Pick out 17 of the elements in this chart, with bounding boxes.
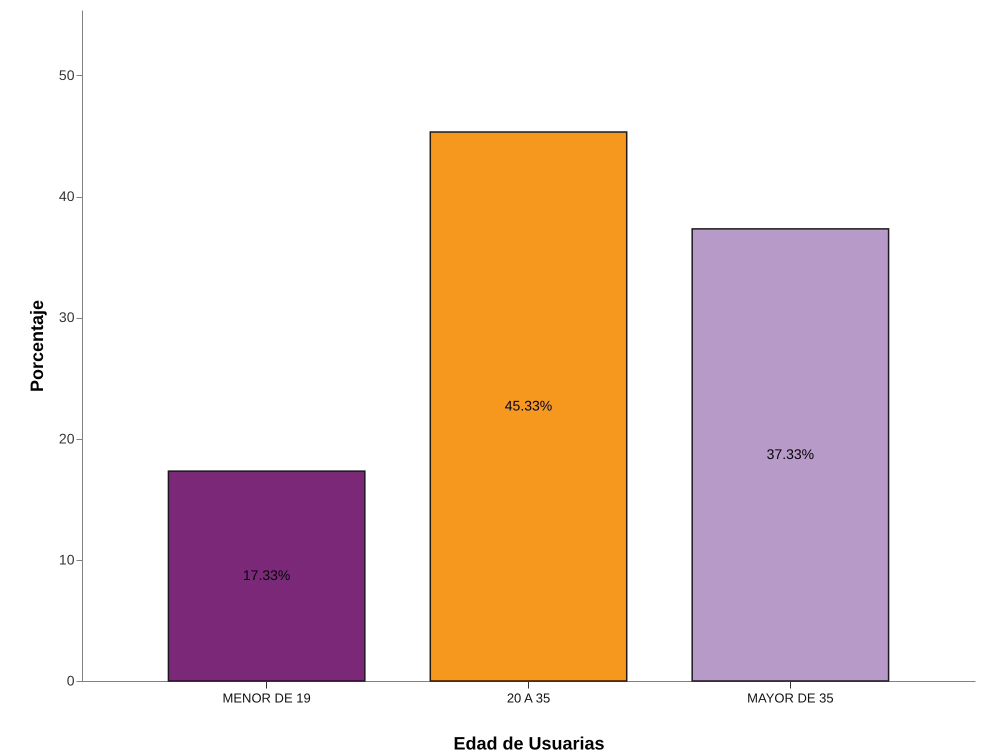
bar bbox=[430, 131, 628, 682]
y-tick-label: 0 bbox=[66, 672, 75, 688]
data-label: 17.33% bbox=[242, 567, 290, 584]
bar bbox=[691, 228, 890, 682]
x-tick-label: MAYOR DE 35 bbox=[747, 690, 834, 706]
y-tick-label: 40 bbox=[58, 188, 75, 204]
bar bbox=[168, 470, 366, 682]
x-tick-label: 20 A 35 bbox=[506, 690, 550, 706]
y-tick-label: 30 bbox=[58, 309, 75, 326]
x-tick-label: MENOR DE 19 bbox=[222, 690, 311, 706]
y-axis-title: Porcentaje bbox=[26, 300, 47, 392]
y-tick-label: 20 bbox=[58, 430, 75, 446]
x-axis-title: Edad de Usuarias bbox=[453, 734, 605, 753]
data-label: 45.33% bbox=[504, 397, 552, 414]
y-tick-label: 10 bbox=[58, 551, 75, 568]
data-label: 37.33% bbox=[766, 446, 814, 462]
y-tick-label: 50 bbox=[58, 66, 75, 83]
